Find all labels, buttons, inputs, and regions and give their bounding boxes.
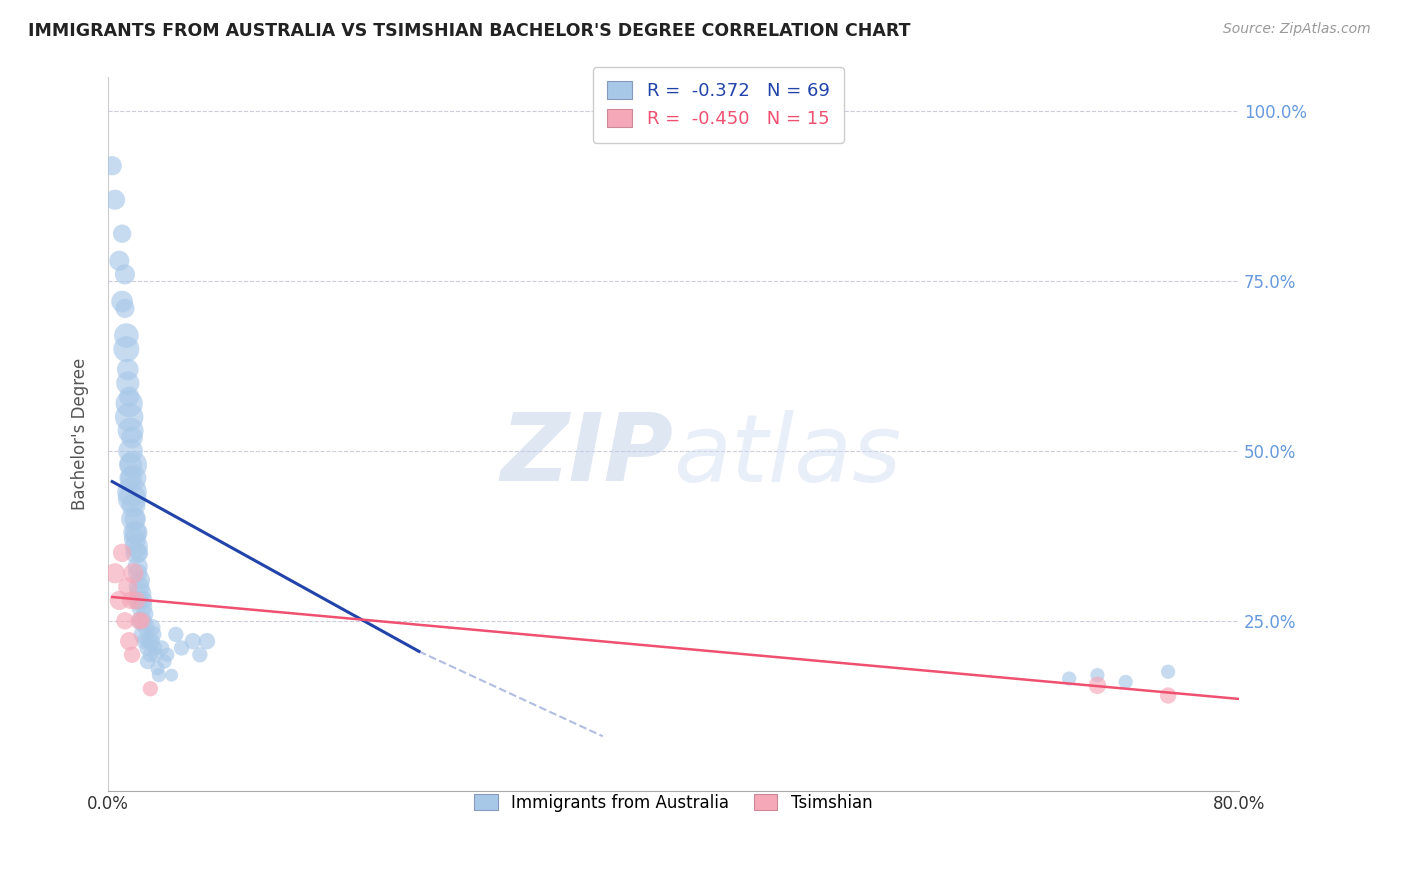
Point xyxy=(115,342,138,356)
Point xyxy=(128,593,150,607)
Text: ZIP: ZIP xyxy=(501,409,673,501)
Point xyxy=(131,614,153,628)
Point xyxy=(160,668,183,682)
Point xyxy=(142,627,165,641)
Point xyxy=(122,512,145,526)
Point xyxy=(153,655,176,669)
Point xyxy=(125,546,148,560)
Point xyxy=(120,593,142,607)
Point xyxy=(128,546,150,560)
Point xyxy=(150,640,173,655)
Point xyxy=(114,614,136,628)
Point xyxy=(118,634,141,648)
Point xyxy=(138,634,160,648)
Point xyxy=(115,328,138,343)
Point xyxy=(122,458,145,472)
Point xyxy=(181,634,204,648)
Point xyxy=(121,491,143,506)
Point xyxy=(118,396,141,410)
Point xyxy=(117,376,139,390)
Point xyxy=(121,648,143,662)
Point xyxy=(101,159,124,173)
Point xyxy=(108,593,131,607)
Point xyxy=(188,648,211,662)
Point xyxy=(141,621,163,635)
Point xyxy=(118,390,141,404)
Point xyxy=(134,607,156,621)
Point xyxy=(125,593,148,607)
Point xyxy=(132,627,155,641)
Point xyxy=(1057,672,1080,686)
Point xyxy=(141,634,163,648)
Point xyxy=(136,640,159,655)
Point xyxy=(1157,689,1180,703)
Text: atlas: atlas xyxy=(673,410,901,501)
Point xyxy=(122,566,145,581)
Point xyxy=(127,566,149,581)
Point xyxy=(146,661,169,675)
Point xyxy=(1087,678,1109,692)
Point xyxy=(139,681,162,696)
Point xyxy=(131,600,153,615)
Point xyxy=(135,621,157,635)
Point xyxy=(117,362,139,376)
Point xyxy=(120,471,142,485)
Point xyxy=(117,580,139,594)
Point xyxy=(114,268,136,282)
Point xyxy=(1157,665,1180,679)
Point xyxy=(125,539,148,553)
Text: Source: ZipAtlas.com: Source: ZipAtlas.com xyxy=(1223,22,1371,37)
Point xyxy=(120,444,142,458)
Point xyxy=(170,640,193,655)
Point xyxy=(156,648,179,662)
Point xyxy=(129,573,152,587)
Point xyxy=(104,193,127,207)
Point xyxy=(136,655,159,669)
Point xyxy=(118,410,141,425)
Point xyxy=(1087,668,1109,682)
Point xyxy=(111,227,134,241)
Point xyxy=(124,533,146,547)
Point xyxy=(143,640,166,655)
Point xyxy=(127,559,149,574)
Point xyxy=(104,566,127,581)
Point xyxy=(124,512,146,526)
Point xyxy=(120,424,142,438)
Point xyxy=(1115,674,1137,689)
Point xyxy=(111,294,134,309)
Point xyxy=(134,634,156,648)
Point xyxy=(131,614,153,628)
Point xyxy=(195,634,218,648)
Point xyxy=(108,253,131,268)
Point xyxy=(132,593,155,607)
Point xyxy=(114,301,136,316)
Point xyxy=(122,499,145,513)
Legend: Immigrants from Australia, Tsimshian: Immigrants from Australia, Tsimshian xyxy=(461,780,886,825)
Point xyxy=(111,546,134,560)
Point xyxy=(125,525,148,540)
Point xyxy=(121,484,143,499)
Point xyxy=(122,471,145,485)
Point xyxy=(124,525,146,540)
Point xyxy=(165,627,187,641)
Text: IMMIGRANTS FROM AUSTRALIA VS TSIMSHIAN BACHELOR'S DEGREE CORRELATION CHART: IMMIGRANTS FROM AUSTRALIA VS TSIMSHIAN B… xyxy=(28,22,911,40)
Y-axis label: Bachelor's Degree: Bachelor's Degree xyxy=(72,358,89,510)
Point xyxy=(139,648,162,662)
Point xyxy=(129,587,152,601)
Point xyxy=(120,458,142,472)
Point xyxy=(121,430,143,444)
Point xyxy=(128,614,150,628)
Point xyxy=(145,648,167,662)
Point xyxy=(128,580,150,594)
Point xyxy=(148,668,170,682)
